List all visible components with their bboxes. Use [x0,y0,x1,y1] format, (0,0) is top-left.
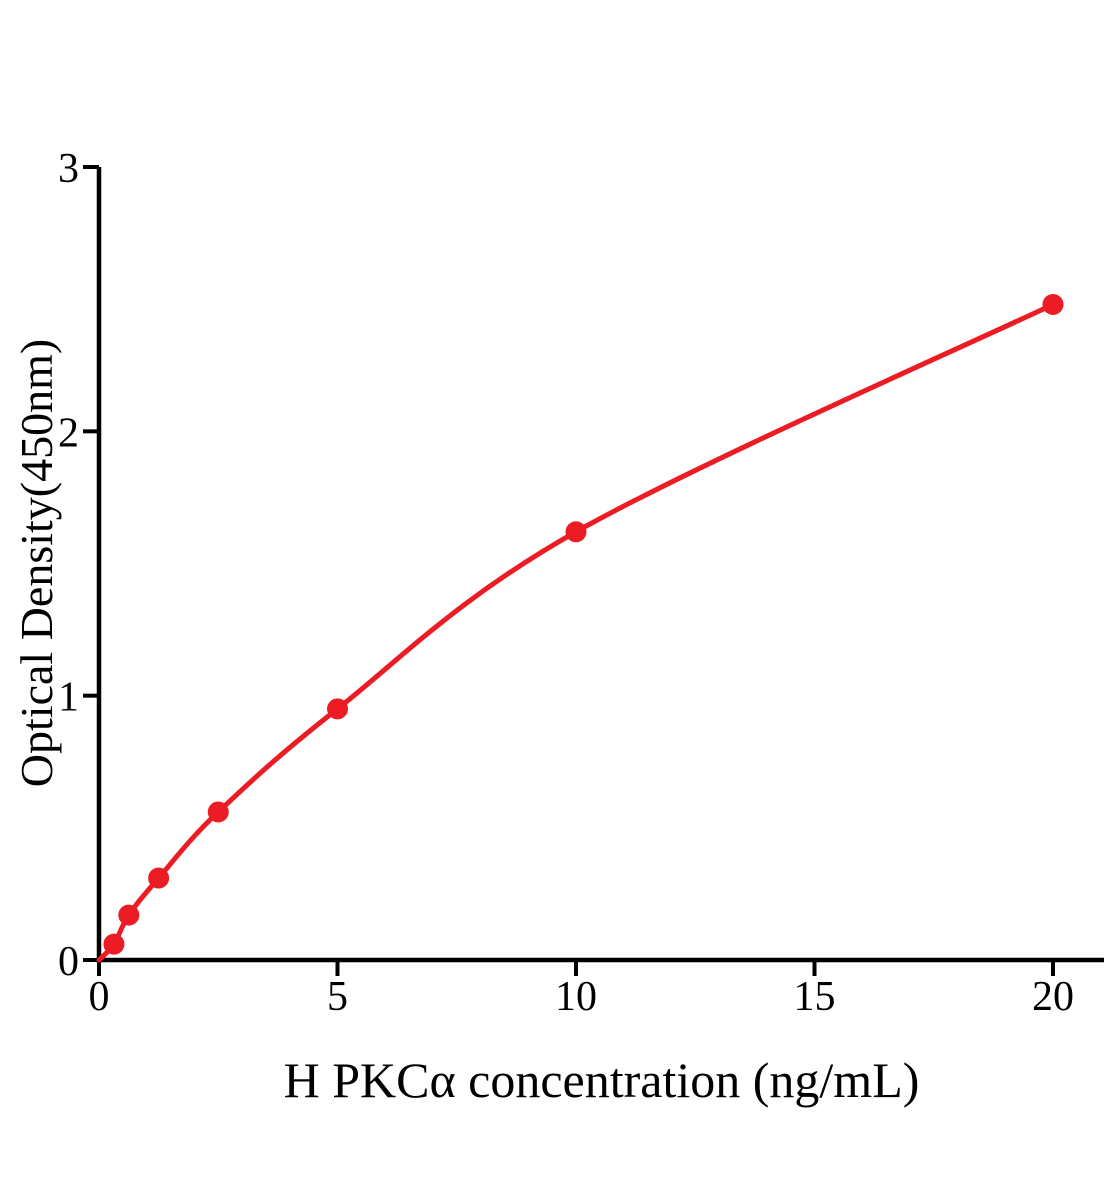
data-point-marker [327,698,348,720]
data-point-marker [148,867,170,889]
data-point-marker [118,904,140,926]
x-axis-title: H PKCα concentration (ng/mL) [283,1052,920,1108]
x-tick-label: 10 [555,974,597,1020]
data-point-marker [207,801,229,823]
data-point-marker [565,521,587,543]
x-tick-label: 5 [327,974,348,1020]
y-axis-title: Optical Density(450nm) [11,338,62,788]
y-tick-label: 0 [58,939,79,985]
standard-curve-line [96,301,1056,963]
x-tick-label: 15 [794,974,836,1020]
y-tick-label: 2 [58,410,79,456]
y-tick-label: 3 [58,146,79,192]
data-point-marker [1042,293,1064,315]
x-tick-label: 20 [1032,974,1074,1020]
y-tick-label: 1 [58,675,79,721]
x-tick-label: 0 [89,974,110,1020]
data-point-marker [103,933,125,955]
